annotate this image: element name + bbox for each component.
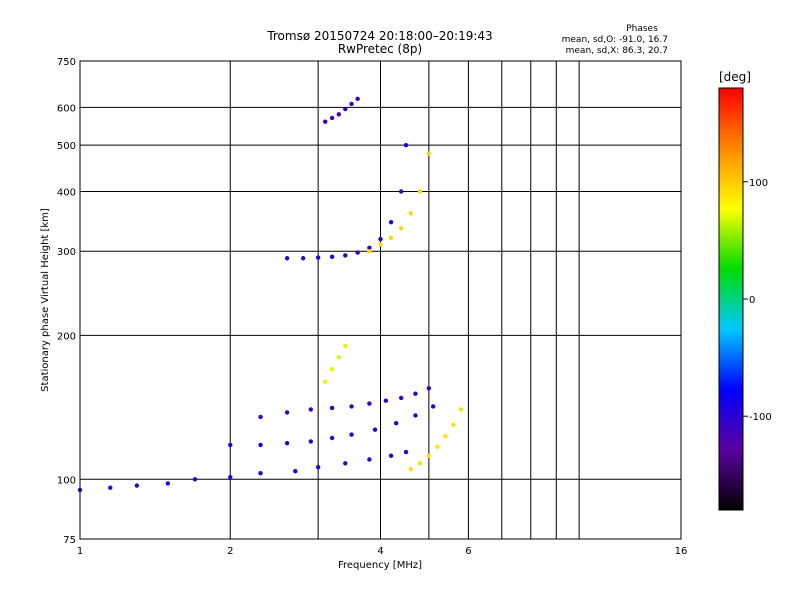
- data-point: [300, 256, 306, 261]
- x-tick-label: 1: [77, 546, 83, 557]
- data-point: [343, 253, 348, 258]
- data-point: [336, 112, 342, 117]
- data-point: [108, 485, 113, 490]
- data-point: [323, 379, 328, 384]
- data-point: [284, 410, 290, 415]
- colorbar-tick-label: -100: [749, 412, 772, 423]
- y-tick-label: 200: [57, 331, 76, 342]
- data-point: [228, 442, 233, 448]
- data-point: [393, 421, 399, 426]
- data-point: [343, 106, 348, 112]
- data-point: [329, 405, 335, 411]
- data-point: [388, 220, 394, 225]
- x-tick-label: 4: [377, 546, 383, 557]
- data-point: [284, 256, 290, 261]
- data-point: [343, 461, 348, 466]
- data-point: [228, 475, 233, 480]
- data-point: [403, 449, 409, 455]
- y-tick-label: 75: [63, 535, 76, 546]
- plot-grid: [79, 60, 682, 540]
- data-point: [349, 404, 354, 409]
- colorbar-tick-label: 0: [749, 295, 755, 306]
- data-point: [323, 119, 328, 124]
- data-point: [398, 226, 404, 231]
- data-point: [329, 435, 335, 441]
- chart-subtitle: RwPretec (8p): [338, 42, 422, 56]
- data-point: [329, 254, 335, 260]
- colorbar-tick-label: 100: [749, 178, 768, 189]
- data-point: [343, 343, 348, 349]
- data-point: [315, 464, 321, 470]
- data-point: [388, 235, 394, 241]
- data-point: [426, 151, 432, 156]
- colorbar-ticks: 100 0 -100: [743, 178, 772, 423]
- y-tick-label: 750: [57, 57, 76, 68]
- phase-info-x: mean, sd,X: 86.3, 20.7: [566, 46, 668, 56]
- y-tick-label: 600: [57, 103, 76, 114]
- x-axis: 1 2 4 6 16: [77, 546, 688, 557]
- x-tick-label: 16: [675, 546, 688, 557]
- phase-info-heading: Phases: [626, 24, 658, 34]
- phase-info-o: mean, sd,O: -91.0, 16.7: [562, 35, 668, 45]
- data-point: [417, 189, 423, 194]
- data-point: [308, 439, 313, 444]
- colorbar-label: [deg]: [719, 70, 751, 84]
- y-tick-label: 100: [57, 475, 76, 486]
- data-point: [349, 432, 354, 437]
- data-point: [378, 236, 383, 242]
- data-point: [329, 115, 335, 121]
- x-tick-label: 6: [465, 546, 471, 557]
- data-point: [413, 413, 418, 418]
- data-point: [165, 481, 171, 486]
- colorbar: [718, 87, 744, 511]
- plot-frame: [79, 60, 682, 540]
- data-point: [336, 355, 342, 360]
- data-point: [258, 470, 263, 476]
- y-axis: 75 100 200 300 400 500 600 750: [57, 57, 76, 546]
- data-point: [258, 414, 263, 420]
- y-tick-label: 500: [57, 141, 76, 152]
- data-point: [408, 466, 413, 472]
- data-point: [413, 391, 418, 396]
- data-point: [458, 407, 464, 412]
- data-point: [372, 427, 378, 432]
- y-tick-label: 300: [57, 247, 76, 258]
- data-point: [349, 101, 354, 107]
- data-point: [308, 407, 313, 412]
- data-point: [398, 189, 404, 194]
- data-point: [398, 395, 404, 401]
- x-axis-label: Frequency [MHz]: [338, 560, 422, 571]
- data-point: [134, 483, 140, 488]
- y-tick-label: 400: [57, 187, 76, 198]
- x-tick-label: 2: [227, 546, 233, 557]
- data-point: [258, 442, 263, 448]
- data-point: [408, 211, 413, 216]
- data-point: [367, 249, 372, 254]
- data-point: [383, 398, 389, 403]
- data-point: [367, 457, 372, 462]
- data-point: [451, 422, 456, 428]
- data-point: [435, 444, 440, 449]
- data-point: [443, 434, 448, 439]
- data-point: [378, 242, 383, 247]
- data-point: [388, 453, 394, 458]
- data-point: [426, 386, 432, 391]
- data-point: [293, 468, 298, 474]
- data-point: [355, 250, 360, 255]
- chart-title: Tromsø 20150724 20:18:00–20:19:43: [266, 29, 492, 43]
- data-point: [430, 404, 436, 409]
- data-point: [192, 477, 198, 482]
- data-point: [315, 255, 321, 260]
- data-point: [329, 366, 335, 372]
- data-point: [417, 461, 423, 466]
- data-points: [77, 96, 464, 493]
- data-point: [403, 142, 409, 148]
- data-point: [367, 245, 372, 250]
- y-axis-label: Stationary phase Virtual Height [km]: [40, 208, 51, 392]
- data-point: [367, 401, 372, 406]
- data-point: [284, 440, 290, 446]
- data-point: [426, 453, 432, 458]
- data-point: [355, 96, 360, 102]
